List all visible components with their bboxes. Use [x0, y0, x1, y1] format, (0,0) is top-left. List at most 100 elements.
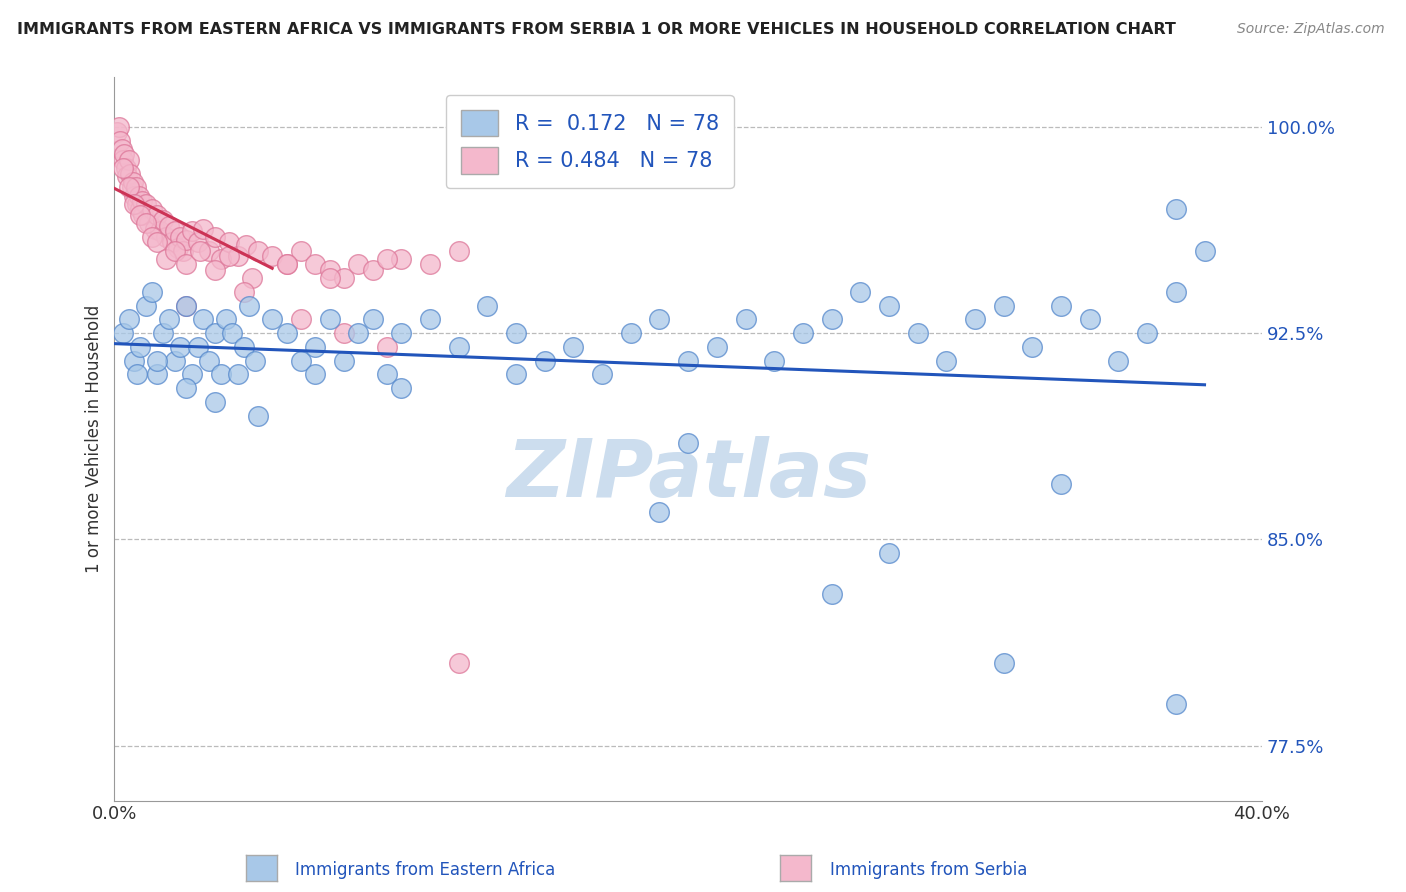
Point — [347, 326, 370, 341]
Point — [127, 368, 149, 382]
Point — [993, 656, 1015, 670]
Point — [128, 188, 150, 202]
Point — [209, 252, 232, 266]
Point — [193, 312, 215, 326]
Point — [648, 505, 671, 519]
Point — [333, 353, 356, 368]
Point — [304, 340, 326, 354]
Point — [361, 312, 384, 326]
Point — [143, 221, 166, 235]
Point — [118, 180, 141, 194]
Point — [375, 368, 398, 382]
Point — [533, 353, 555, 368]
Point — [218, 235, 240, 250]
Point — [193, 221, 215, 235]
Point — [129, 202, 152, 217]
Point — [124, 197, 146, 211]
Point — [389, 381, 412, 395]
Text: IMMIGRANTS FROM EASTERN AFRICA VS IMMIGRANTS FROM SERBIA 1 OR MORE VEHICLES IN H: IMMIGRANTS FROM EASTERN AFRICA VS IMMIGR… — [17, 22, 1175, 37]
Point — [505, 368, 527, 382]
Point — [105, 125, 128, 139]
Point — [226, 249, 249, 263]
Point — [108, 134, 131, 148]
Point — [125, 180, 148, 194]
Point — [820, 312, 842, 326]
Point — [792, 326, 814, 341]
Point — [118, 312, 141, 326]
Point — [118, 153, 141, 167]
Text: ZIPatlas: ZIPatlas — [506, 436, 870, 514]
Point — [648, 312, 671, 326]
Point — [318, 312, 340, 326]
Point — [318, 263, 340, 277]
Point — [166, 241, 188, 255]
Point — [447, 244, 470, 258]
Point — [963, 312, 986, 326]
Point — [169, 230, 191, 244]
Point — [111, 326, 134, 341]
Point — [290, 353, 312, 368]
Point — [107, 120, 129, 134]
Point — [243, 353, 266, 368]
Text: Source: ZipAtlas.com: Source: ZipAtlas.com — [1237, 22, 1385, 37]
Point — [187, 235, 209, 250]
Point — [115, 161, 138, 176]
Point — [447, 340, 470, 354]
Point — [763, 353, 786, 368]
Point — [232, 285, 254, 299]
Point — [1107, 353, 1129, 368]
Point — [187, 340, 209, 354]
Point — [820, 587, 842, 601]
Point — [290, 312, 312, 326]
Point — [117, 169, 139, 184]
Point — [1078, 312, 1101, 326]
Point — [1164, 202, 1187, 217]
Point — [209, 368, 232, 382]
Point — [262, 312, 284, 326]
Point — [262, 249, 284, 263]
Point — [361, 263, 384, 277]
Point — [935, 353, 957, 368]
Point — [1164, 285, 1187, 299]
Point — [232, 340, 254, 354]
Point — [180, 224, 202, 238]
Point — [204, 326, 226, 341]
Point — [676, 353, 699, 368]
Text: Immigrants from Serbia: Immigrants from Serbia — [830, 861, 1026, 879]
Point — [157, 312, 180, 326]
Point — [172, 244, 194, 258]
Point — [135, 216, 157, 230]
Point — [155, 230, 177, 244]
Point — [276, 326, 298, 341]
Point — [129, 208, 152, 222]
Point — [127, 197, 149, 211]
Point — [149, 224, 172, 238]
Point — [146, 208, 169, 222]
Point — [120, 167, 142, 181]
Point — [246, 244, 269, 258]
Point — [174, 257, 197, 271]
Point — [204, 263, 226, 277]
Point — [1136, 326, 1159, 341]
Point — [146, 368, 169, 382]
Point — [141, 285, 163, 299]
Point — [304, 257, 326, 271]
Point — [734, 312, 756, 326]
Point — [389, 252, 412, 266]
Point — [135, 299, 157, 313]
Point — [155, 252, 177, 266]
Point — [304, 368, 326, 382]
Point — [141, 230, 163, 244]
Point — [135, 197, 157, 211]
Point — [204, 230, 226, 244]
Point — [174, 381, 197, 395]
Point — [138, 216, 160, 230]
Point — [447, 656, 470, 670]
Point — [111, 153, 134, 167]
Point — [180, 368, 202, 382]
Point — [276, 257, 298, 271]
Point — [849, 285, 872, 299]
Point — [240, 271, 263, 285]
Point — [204, 395, 226, 409]
Legend: R =  0.172   N = 78, R = 0.484   N = 78: R = 0.172 N = 78, R = 0.484 N = 78 — [446, 95, 734, 188]
